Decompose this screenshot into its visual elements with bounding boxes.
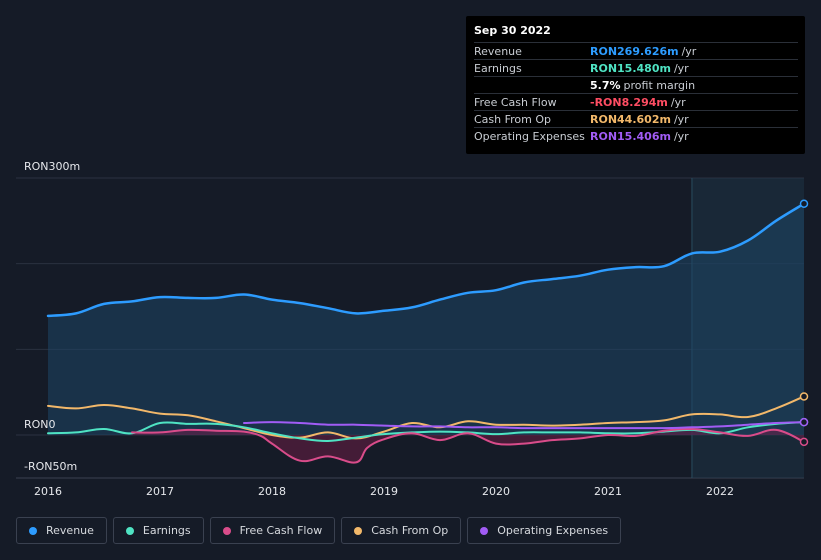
tooltip-row-earnings: Earnings RON15.480m /yr <box>474 59 798 76</box>
legend-label: Cash From Op <box>371 524 449 537</box>
data-tooltip: Sep 30 2022 Revenue RON269.626m /yr Earn… <box>466 16 805 154</box>
series-lines <box>46 202 806 464</box>
tooltip-label: Cash From Op <box>474 112 552 126</box>
tooltip-row-operating-expenses: Operating Expenses RON15.406m /yr <box>474 127 798 144</box>
tooltip-label: Operating Expenses <box>474 129 585 143</box>
revenue-area <box>48 203 804 435</box>
tooltip-label: Free Cash Flow <box>474 95 557 109</box>
y-axis-labels: RON300m RON0 -RON50m <box>24 160 80 473</box>
tooltip-label: Earnings <box>474 61 522 75</box>
cash-from-op-line <box>47 395 805 440</box>
legend-item-earnings[interactable]: Earnings <box>112 517 204 544</box>
x-tick-label: 2018 <box>258 485 286 498</box>
legend-dot-icon <box>480 526 489 535</box>
tooltip-value: -RON8.294m <box>590 95 668 109</box>
legend-label: Free Cash Flow <box>239 524 323 537</box>
earnings-line <box>47 421 805 443</box>
legend-dot-icon <box>29 526 37 535</box>
tooltip-unit: profit margin <box>623 78 696 92</box>
legend-item-cash-from-op[interactable]: Cash From Op <box>341 517 462 544</box>
legend-label: Revenue <box>46 524 94 537</box>
tooltip-date: Sep 30 2022 <box>474 24 551 37</box>
tooltip-unit: /yr <box>673 112 689 126</box>
tooltip-value: RON44.602m <box>590 112 671 126</box>
cash-from-op-end-point <box>799 392 809 401</box>
x-tick-label: 2020 <box>482 485 510 498</box>
tooltip-unit: /yr <box>673 129 689 143</box>
x-tick-label: 2017 <box>146 485 174 498</box>
legend-item-operating-expenses[interactable]: Operating Expenses <box>467 517 622 544</box>
legend-dot-icon <box>222 526 231 535</box>
tooltip-row-revenue: Revenue RON269.626m /yr <box>474 42 798 59</box>
x-tick-label: 2022 <box>706 485 734 498</box>
free-cash-flow-line <box>131 427 805 464</box>
legend-label: Earnings <box>142 524 191 537</box>
tooltip-unit: /yr <box>673 61 689 75</box>
y-label-bottom: -RON50m <box>24 460 77 473</box>
legend-dot-icon <box>125 526 134 535</box>
tooltip-value: 5.7% <box>590 78 621 92</box>
revenue-line <box>46 202 806 318</box>
x-tick-label: 2019 <box>370 485 398 498</box>
legend-dot-icon <box>354 526 363 535</box>
y-label-zero: RON0 <box>24 418 56 431</box>
tooltip-row-cash-from-op: Cash From Op RON44.602m /yr <box>474 110 798 127</box>
revenue-end-point <box>799 199 809 208</box>
x-axis-labels: 2016 2017 2018 2019 2020 2021 2022 <box>34 485 734 498</box>
tooltip-label: Revenue <box>474 44 522 58</box>
y-label-top: RON300m <box>24 160 80 173</box>
operating-expenses-end-point <box>799 417 809 427</box>
x-tick-label: 2021 <box>594 485 622 498</box>
tooltip-unit: /yr <box>681 44 697 58</box>
tooltip-row-free-cash-flow: Free Cash Flow -RON8.294m /yr <box>474 93 798 110</box>
operating-expenses-line <box>243 421 805 430</box>
tooltip-value: RON15.406m <box>590 129 671 143</box>
legend-item-free-cash-flow[interactable]: Free Cash Flow <box>209 517 336 544</box>
tooltip-unit: /yr <box>670 95 686 109</box>
legend: Revenue Earnings Free Cash Flow Cash Fro… <box>16 517 622 546</box>
legend-item-revenue[interactable]: Revenue <box>16 517 107 544</box>
tooltip-value: RON15.480m <box>590 61 671 75</box>
free-cash-flow-end-point <box>799 437 809 447</box>
legend-label: Operating Expenses <box>497 524 609 537</box>
tooltip-row-profit-margin: 5.7% profit margin <box>474 76 798 93</box>
x-tick-label: 2016 <box>34 485 62 498</box>
end-markers <box>799 199 809 447</box>
tooltip-value: RON269.626m <box>590 44 679 58</box>
